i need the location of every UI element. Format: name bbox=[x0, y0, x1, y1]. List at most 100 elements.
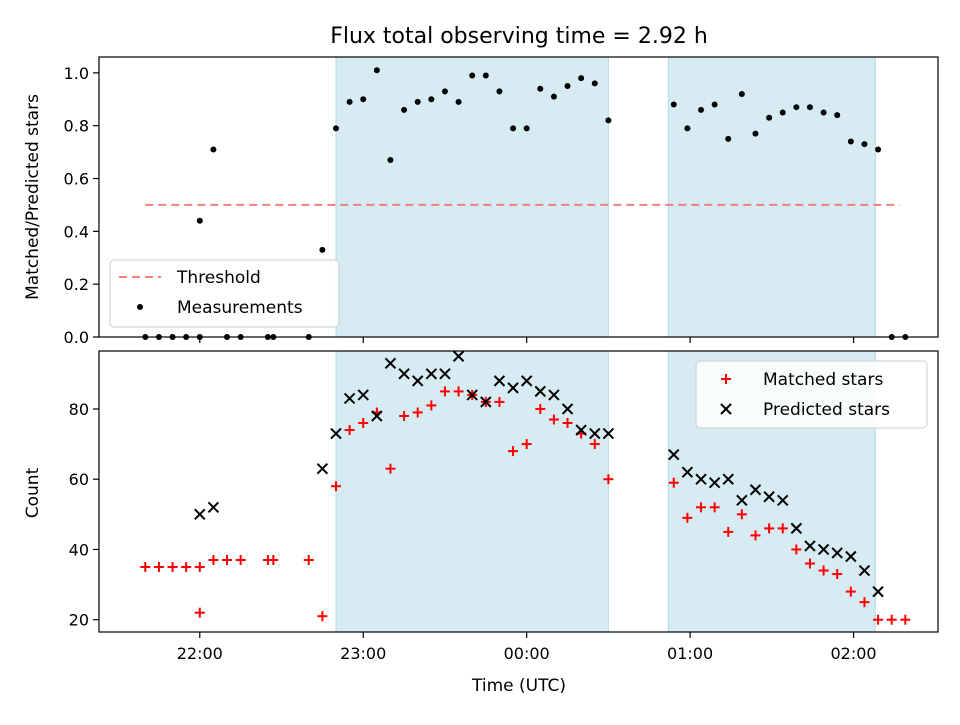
predicted-star-point bbox=[575, 424, 587, 436]
matched-star-point bbox=[358, 418, 369, 429]
predicted-star-point bbox=[194, 508, 206, 521]
predicted-star-point bbox=[602, 427, 615, 440]
matched-star-point bbox=[194, 562, 205, 573]
measurement-point bbox=[537, 85, 544, 92]
matched-star-point bbox=[194, 607, 205, 618]
matched-star-point bbox=[736, 509, 747, 520]
top-y-tick-label: 0.0 bbox=[64, 328, 89, 347]
measurement-point bbox=[793, 104, 800, 111]
predicted-star-point bbox=[817, 543, 830, 556]
matched-star-point bbox=[668, 477, 679, 488]
predicted-star-point bbox=[548, 389, 560, 401]
measurement-point bbox=[684, 125, 691, 132]
measurement-point bbox=[820, 109, 827, 116]
matched-star-point bbox=[535, 403, 546, 414]
legend-measurement-swatch bbox=[137, 304, 143, 310]
legend-predicted-label: Predicted stars bbox=[763, 400, 890, 420]
predicted-star-point bbox=[736, 494, 748, 506]
top-shaded-interval bbox=[667, 56, 876, 338]
x-tick-label: 00:00 bbox=[504, 644, 550, 663]
matched-star-point bbox=[900, 614, 911, 625]
measurement-point bbox=[861, 141, 868, 148]
legend-matched-swatch bbox=[721, 374, 731, 384]
matched-star-point bbox=[439, 386, 450, 397]
matched-star-point bbox=[153, 562, 164, 573]
predicted-star-point bbox=[589, 427, 601, 440]
predicted-star-point bbox=[668, 448, 680, 461]
predicted-star-point bbox=[330, 427, 342, 440]
predicted-star-point bbox=[412, 375, 424, 387]
measurement-point bbox=[332, 125, 339, 132]
x-axis-label: Time (UTC) bbox=[471, 676, 566, 696]
measurement-point bbox=[834, 112, 841, 119]
predicted-star-point bbox=[858, 564, 871, 577]
measurement-point bbox=[482, 72, 489, 79]
top-y-tick-label: 0.8 bbox=[64, 117, 89, 136]
measurement-point bbox=[373, 67, 380, 74]
predicted-star-point bbox=[480, 396, 492, 408]
matched-star-point bbox=[385, 463, 396, 474]
measurement-point bbox=[670, 101, 677, 108]
matched-star-point bbox=[682, 512, 693, 523]
top-legend-box bbox=[109, 259, 340, 328]
bottom-y-tick-label: 80 bbox=[69, 400, 89, 419]
predicted-star-point bbox=[398, 368, 410, 380]
measurement-point bbox=[523, 125, 530, 132]
matched-star-point bbox=[859, 597, 870, 608]
predicted-star-point bbox=[316, 462, 329, 475]
measurement-point bbox=[738, 90, 745, 97]
top-shaded-interval bbox=[335, 56, 609, 338]
matched-star-point bbox=[426, 400, 437, 411]
predicted-star-point bbox=[872, 585, 884, 598]
matched-star-point bbox=[167, 562, 178, 573]
measurement-point bbox=[496, 88, 503, 95]
bottom-plot-frame bbox=[98, 350, 939, 633]
top-y-tick-label: 0.4 bbox=[64, 222, 89, 241]
matched-star-point bbox=[723, 526, 734, 537]
predicted-star-point bbox=[695, 473, 707, 485]
matched-star-point bbox=[845, 586, 856, 597]
matched-star-point bbox=[412, 407, 423, 418]
top-y-axis-label: Matched/Predicted stars bbox=[23, 94, 43, 300]
measurement-point bbox=[766, 114, 773, 121]
predicted-star-point bbox=[425, 368, 438, 380]
predicted-star-point bbox=[845, 550, 857, 563]
predicted-star-point bbox=[777, 494, 789, 506]
legend-matched-label: Matched stars bbox=[763, 370, 883, 390]
predicted-star-point bbox=[357, 389, 369, 401]
predicted-star-point bbox=[681, 466, 694, 478]
predicted-star-point bbox=[452, 350, 465, 362]
matched-star-point bbox=[521, 439, 532, 450]
predicted-star-point bbox=[561, 403, 574, 415]
matched-star-point bbox=[804, 558, 815, 569]
predicted-star-point bbox=[831, 547, 843, 559]
matched-star-point bbox=[344, 425, 355, 436]
matched-star-point bbox=[791, 544, 802, 555]
measurement-point bbox=[550, 93, 557, 100]
predicted-star-point bbox=[466, 389, 478, 401]
measurement-point bbox=[752, 130, 759, 137]
matched-star-point bbox=[222, 554, 233, 565]
predicted-star-point bbox=[534, 385, 546, 398]
predicted-star-point bbox=[749, 484, 762, 496]
measurement-point bbox=[806, 104, 813, 111]
measurement-point bbox=[319, 246, 326, 253]
predicted-star-point bbox=[722, 473, 734, 485]
matched-star-point bbox=[508, 446, 519, 457]
matched-star-point bbox=[562, 418, 573, 429]
measurement-point bbox=[441, 88, 448, 95]
x-tick-label: 23:00 bbox=[340, 644, 386, 663]
measurement-point bbox=[428, 96, 435, 103]
measurement-point bbox=[387, 157, 394, 164]
predicted-star-point bbox=[708, 477, 721, 489]
matched-star-point bbox=[603, 474, 614, 485]
legend-threshold-label: Threshold bbox=[176, 268, 261, 288]
bottom-y-tick-label: 60 bbox=[69, 470, 89, 489]
matched-star-point bbox=[181, 562, 192, 573]
measurement-point bbox=[346, 98, 353, 105]
predicted-star-point bbox=[763, 491, 775, 503]
matched-star-point bbox=[453, 386, 464, 397]
predicted-star-point bbox=[790, 522, 803, 535]
